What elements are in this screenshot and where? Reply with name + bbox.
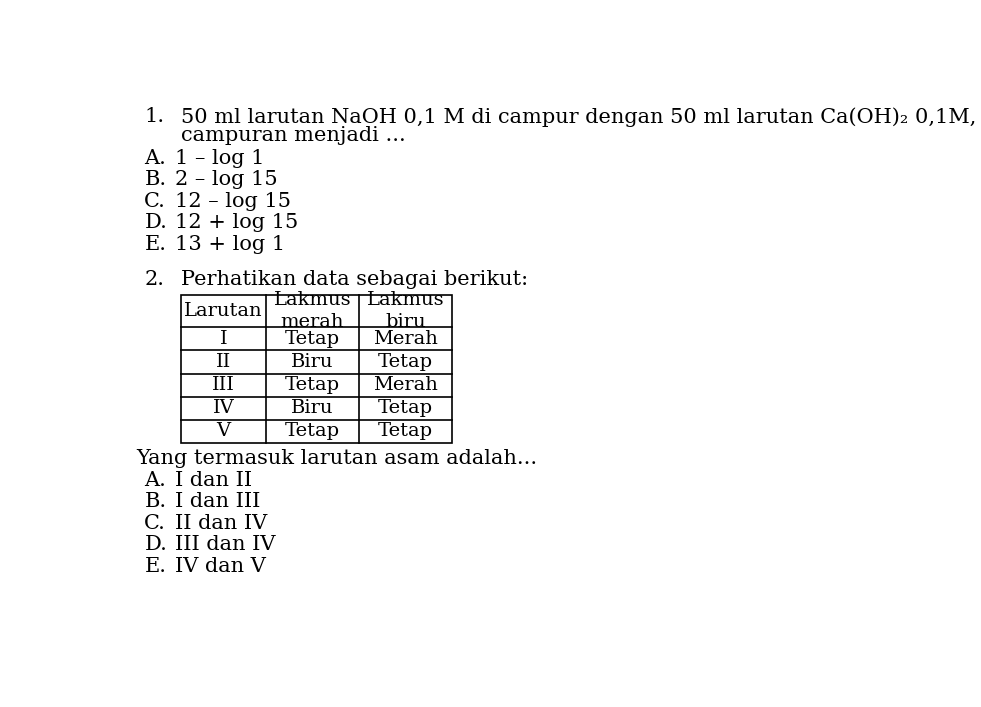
Text: III dan IV: III dan IV: [176, 535, 276, 554]
Text: I dan II: I dan II: [176, 471, 252, 490]
Text: Tetap: Tetap: [378, 353, 433, 371]
Text: Larutan: Larutan: [184, 302, 263, 320]
Text: Tetap: Tetap: [378, 399, 433, 417]
Text: V: V: [217, 422, 231, 440]
Text: Tetap: Tetap: [378, 422, 433, 440]
Text: C.: C.: [144, 192, 166, 211]
Text: 2 – log 15: 2 – log 15: [176, 170, 278, 189]
Text: Biru: Biru: [291, 353, 334, 371]
Text: 2.: 2.: [144, 270, 165, 289]
Text: I dan III: I dan III: [176, 492, 261, 511]
Text: Biru: Biru: [291, 399, 334, 417]
Text: 13 + log 1: 13 + log 1: [176, 235, 285, 254]
Text: 1 – log 1: 1 – log 1: [176, 148, 265, 168]
Text: Merah: Merah: [373, 376, 438, 394]
Text: Lakmus
biru: Lakmus biru: [367, 291, 444, 332]
Text: B.: B.: [144, 492, 167, 511]
Text: Merah: Merah: [373, 330, 438, 348]
Text: 1.: 1.: [144, 107, 165, 126]
Text: IV: IV: [213, 399, 234, 417]
Bar: [181, 295, 452, 443]
Text: D.: D.: [144, 214, 167, 233]
Text: campuran menjadi ...: campuran menjadi ...: [181, 126, 405, 145]
Text: 50 ml larutan NaOH 0,1 M di campur dengan 50 ml larutan Ca(OH)₂ 0,1M, maka pH: 50 ml larutan NaOH 0,1 M di campur denga…: [181, 107, 981, 127]
Text: 12 – log 15: 12 – log 15: [176, 192, 291, 211]
Text: Yang termasuk larutan asam adalah...: Yang termasuk larutan asam adalah...: [136, 449, 538, 468]
Text: B.: B.: [144, 170, 167, 189]
Text: III: III: [212, 376, 234, 394]
Text: II dan IV: II dan IV: [176, 514, 268, 533]
Text: II: II: [216, 353, 231, 371]
Text: D.: D.: [144, 535, 167, 554]
Text: A.: A.: [144, 471, 166, 490]
Text: 12 + log 15: 12 + log 15: [176, 214, 298, 233]
Text: Lakmus
merah: Lakmus merah: [274, 291, 351, 332]
Text: Tetap: Tetap: [284, 422, 340, 440]
Text: I: I: [220, 330, 228, 348]
Text: A.: A.: [144, 148, 166, 168]
Text: E.: E.: [144, 557, 167, 575]
Text: Tetap: Tetap: [284, 330, 340, 348]
Text: C.: C.: [144, 514, 166, 533]
Text: IV dan V: IV dan V: [176, 557, 266, 575]
Text: E.: E.: [144, 235, 167, 254]
Text: Perhatikan data sebagai berikut:: Perhatikan data sebagai berikut:: [181, 270, 528, 289]
Text: Tetap: Tetap: [284, 376, 340, 394]
